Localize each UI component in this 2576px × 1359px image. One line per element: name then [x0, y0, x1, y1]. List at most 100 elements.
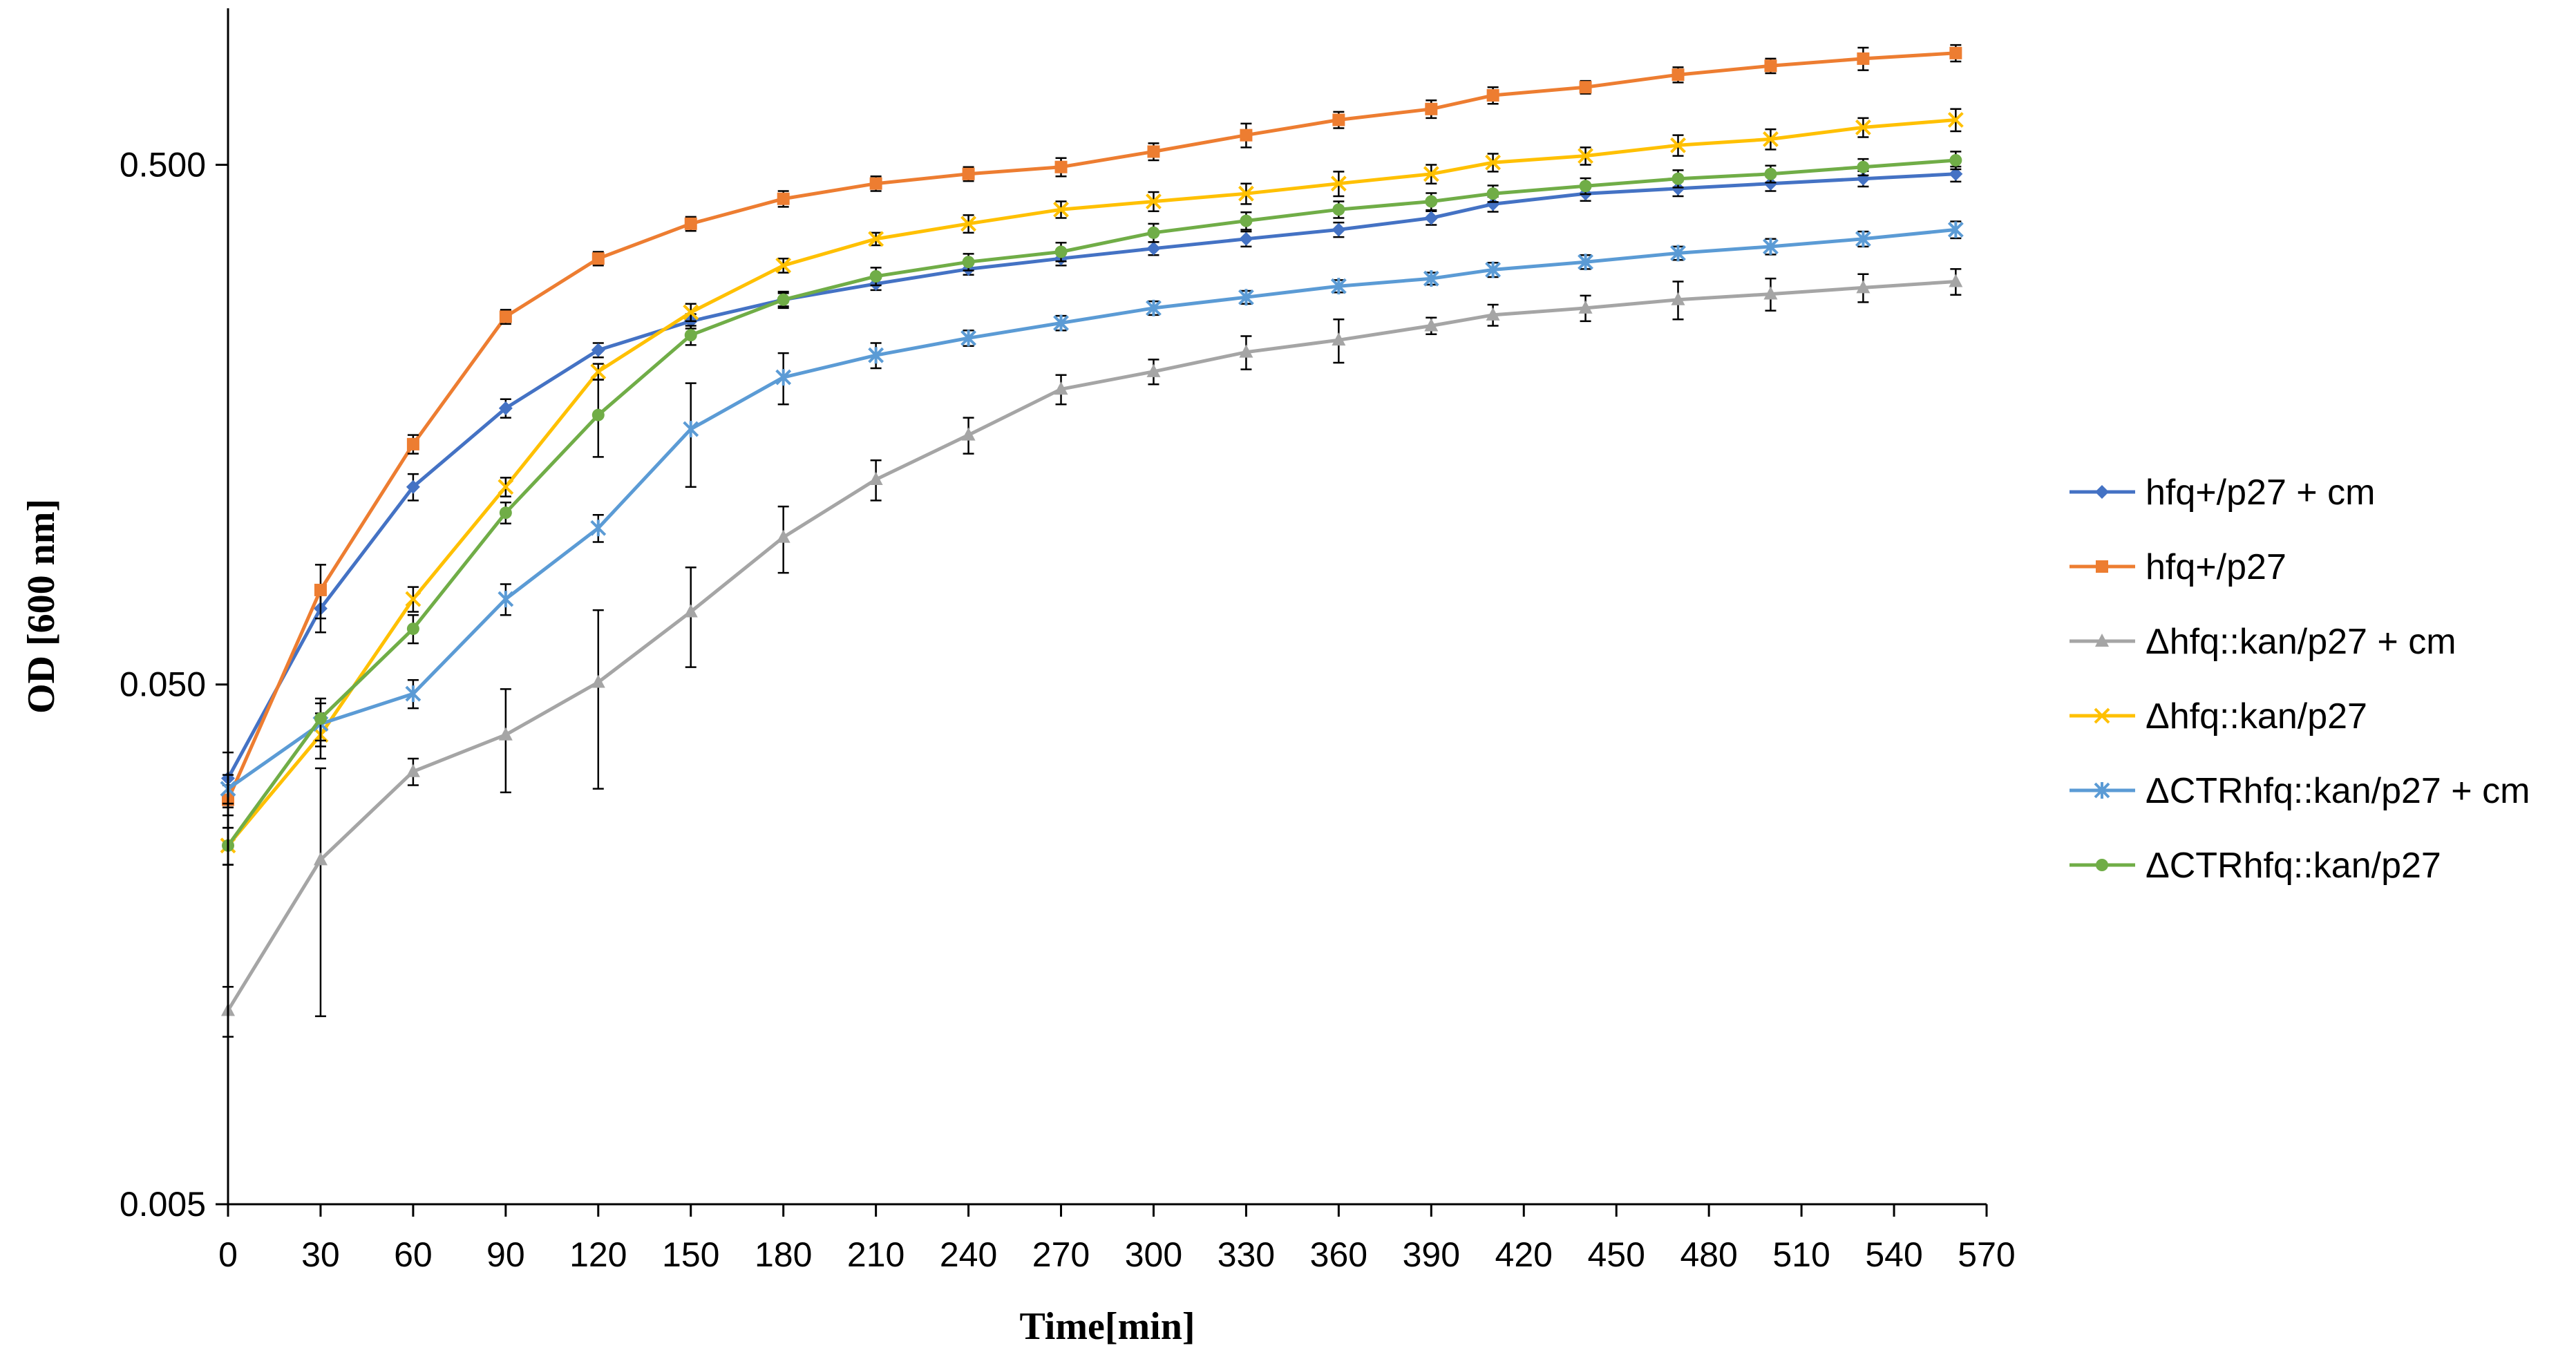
data-point	[1146, 241, 1161, 256]
data-point	[406, 437, 419, 450]
y-axis-title: OD [600 nm]	[20, 499, 63, 714]
data-point	[777, 293, 790, 306]
y-tick-label: 0.500	[120, 145, 206, 184]
x-tick-label: 480	[1680, 1235, 1737, 1274]
data-point	[1763, 238, 1779, 255]
data-point	[1332, 203, 1345, 216]
data-point	[1147, 145, 1160, 158]
data-point	[313, 852, 328, 866]
data-point	[1330, 278, 1347, 295]
x-tick-label: 570	[1958, 1235, 2015, 1274]
data-point	[1949, 153, 1962, 167]
data-point	[1239, 344, 1253, 358]
series-line	[226, 51, 1956, 801]
data-point	[1146, 193, 1162, 209]
data-point	[590, 363, 607, 380]
data-point	[1424, 211, 1439, 225]
legend-label: Δhfq::kan/p27	[2146, 696, 2367, 736]
data-point	[1857, 160, 1870, 173]
data-point	[1671, 172, 1685, 185]
series-4	[220, 108, 1964, 866]
data-point	[1855, 119, 1871, 135]
data-point	[1330, 175, 1347, 192]
x-tick-label: 210	[847, 1235, 905, 1274]
data-point	[1238, 185, 1254, 202]
x-tick-label: 0	[218, 1235, 238, 1274]
data-point	[1054, 381, 1068, 395]
data-point	[1424, 318, 1439, 332]
data-point	[1147, 226, 1160, 239]
data-point	[1949, 46, 1962, 59]
data-point	[1425, 195, 1438, 208]
data-point	[1486, 88, 1499, 102]
data-point	[591, 343, 605, 357]
data-point	[1332, 222, 1346, 237]
x-tick-label: 450	[1587, 1235, 1645, 1274]
legend-label: hfq+/p27	[2146, 547, 2286, 587]
data-point	[1054, 160, 1068, 173]
legend-entry: ΔCTRhfq::kan/p27	[2070, 846, 2441, 886]
data-point	[1671, 181, 1685, 196]
data-point	[591, 674, 605, 688]
data-point	[1579, 81, 1592, 94]
data-point	[1764, 167, 1777, 180]
data-point	[1238, 289, 1254, 306]
legend-label: hfq+/p27 + cm	[2146, 473, 2375, 513]
data-point	[777, 192, 790, 205]
data-point	[1764, 59, 1777, 73]
data-point	[1763, 176, 1778, 191]
data-point	[1947, 221, 1964, 238]
y-ticks: 0.005 0.050 0.500	[120, 145, 228, 1224]
x-tick-label: 510	[1772, 1235, 1830, 1274]
legend-entry: hfq+/p27	[2070, 547, 2286, 587]
data-point	[684, 217, 697, 230]
x-tick-label: 120	[569, 1235, 627, 1274]
series-line	[226, 158, 1956, 847]
data-point	[1053, 201, 1069, 218]
data-point	[406, 479, 420, 494]
data-point	[1485, 154, 1502, 171]
series-3	[221, 268, 1963, 1038]
series-line	[227, 118, 1956, 847]
data-point	[1486, 307, 1500, 321]
series-1	[221, 165, 1963, 808]
data-point	[961, 427, 976, 441]
data-point	[591, 252, 605, 265]
data-point	[1053, 314, 1069, 332]
data-point	[775, 257, 792, 274]
data-point	[683, 304, 699, 321]
legend-entry: ΔCTRhfq::kan/p27 + cm	[2070, 771, 2530, 811]
series-line	[226, 172, 1956, 779]
data-point	[1485, 261, 1502, 278]
x-tick-label: 540	[1865, 1235, 1922, 1274]
error-bar	[500, 688, 511, 794]
data-point	[498, 591, 514, 608]
axes: 0 30 60 90 120 150 180 210 240 270 300 330 360 390 420…	[120, 8, 2016, 1274]
data-point	[498, 727, 513, 741]
data-point	[1486, 187, 1499, 200]
data-point	[1856, 280, 1871, 294]
data-point	[683, 604, 698, 618]
data-point	[405, 591, 422, 607]
x-tick-label: 270	[1032, 1235, 1090, 1274]
error-bar	[314, 767, 326, 1018]
data-point	[1670, 137, 1686, 153]
data-point	[869, 471, 883, 485]
data-point	[499, 310, 512, 323]
data-point	[1332, 332, 1346, 346]
legend-entry: hfq+/p27 + cm	[2070, 473, 2375, 513]
x-tick-label: 30	[301, 1235, 340, 1274]
data-point	[1763, 286, 1778, 300]
legend-marker	[2095, 485, 2109, 499]
data-point	[498, 401, 513, 415]
data-point	[590, 520, 607, 537]
data-point	[405, 685, 422, 703]
series-5	[220, 220, 1964, 805]
data-point	[498, 479, 514, 495]
data-point	[1857, 52, 1870, 65]
series-6	[222, 151, 1962, 866]
y-tick-label: 0.050	[120, 665, 206, 704]
data-point	[1671, 68, 1685, 82]
data-point	[684, 329, 697, 342]
